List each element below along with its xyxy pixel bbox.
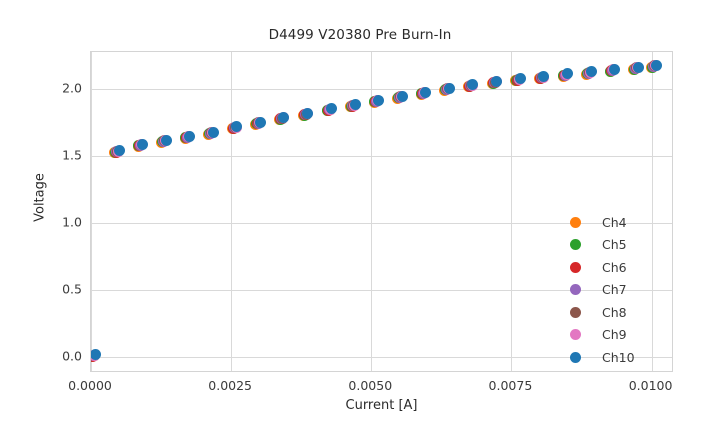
- y-axis-tick-labels: 0.0 0.5 1.0 1.5 2.0: [30, 51, 82, 372]
- legend-marker-icon: [570, 216, 581, 228]
- scatter-point: [585, 66, 597, 78]
- scatter-point: [420, 86, 432, 98]
- scatter-point: [538, 71, 550, 83]
- legend-item-ch9[interactable]: Ch9: [570, 324, 680, 347]
- gridline-vertical: [371, 52, 373, 371]
- scatter-points-layer: [91, 52, 672, 371]
- legend-marker-icon: [570, 239, 581, 251]
- scatter-point: [562, 68, 573, 80]
- scatter-point: [207, 126, 219, 138]
- chart-legend: Ch4 Ch5 Ch6 Ch7 Ch8 Ch9 Ch10: [570, 211, 680, 369]
- y-tick-label: 0.5: [62, 281, 82, 297]
- gridline-vertical: [651, 52, 653, 371]
- scatter-point: [396, 90, 408, 102]
- gridline-vertical: [91, 52, 92, 371]
- scatter-point: [609, 63, 621, 75]
- x-tick-label: 0.0000: [68, 378, 112, 393]
- scatter-point: [113, 145, 125, 157]
- scatter-point: [302, 107, 314, 119]
- y-tick-label: 2.0: [62, 80, 82, 96]
- legend-item-ch4[interactable]: Ch4: [570, 211, 680, 234]
- gridline-horizontal: [91, 290, 672, 292]
- scatter-point: [278, 111, 290, 123]
- legend-label: Ch7: [602, 282, 627, 298]
- gridline-horizontal: [91, 356, 672, 358]
- scatter-point: [491, 75, 503, 87]
- legend-marker-icon: [570, 351, 581, 363]
- y-tick-label: 0.0: [62, 348, 82, 364]
- scatter-point: [326, 103, 337, 115]
- legend-label: Ch8: [602, 304, 627, 320]
- legend-item-ch8[interactable]: Ch8: [570, 301, 680, 324]
- gridline-horizontal: [91, 89, 672, 91]
- chart-title: D4499 V20380 Pre Burn-In: [268, 27, 452, 43]
- plot-area: [90, 51, 673, 372]
- legend-label: Ch10: [602, 349, 635, 365]
- gridline-horizontal: [91, 156, 672, 158]
- x-tick-label: 0.0100: [628, 378, 673, 393]
- scatter-point: [91, 349, 101, 361]
- gridline-vertical: [511, 52, 513, 371]
- legend-marker-icon: [570, 261, 581, 273]
- legend-label: Ch6: [602, 259, 627, 275]
- legend-label: Ch4: [602, 214, 627, 230]
- legend-item-ch10[interactable]: Ch10: [570, 346, 680, 369]
- scatter-point: [231, 121, 243, 133]
- scatter-point: [650, 59, 662, 71]
- scatter-point: [184, 130, 196, 142]
- scatter-point: [137, 138, 149, 150]
- x-tick-label: 0.0075: [488, 378, 533, 393]
- scatter-point: [514, 73, 526, 85]
- legend-marker-icon: [570, 306, 581, 318]
- scatter-point: [467, 79, 479, 91]
- scatter-point: [443, 82, 455, 94]
- legend-label: Ch5: [602, 237, 627, 253]
- scatter-point: [373, 94, 385, 106]
- scatter-point: [254, 116, 266, 128]
- y-tick-label: 1.5: [62, 147, 82, 163]
- legend-item-ch6[interactable]: Ch6: [570, 256, 680, 279]
- legend-item-ch5[interactable]: Ch5: [570, 234, 680, 257]
- scatter-point: [632, 61, 644, 73]
- legend-marker-icon: [570, 284, 581, 296]
- x-tick-label: 0.0050: [348, 378, 393, 393]
- x-axis-tick-labels: 0.0000 0.0025 0.0050 0.0075 0.0100: [68, 378, 673, 398]
- scatter-point: [160, 134, 172, 146]
- x-axis-label: Current [A]: [345, 398, 418, 413]
- y-tick-label: 1.0: [62, 214, 82, 230]
- gridline-vertical: [231, 52, 233, 371]
- scatter-point: [349, 99, 361, 111]
- y-axis-label: Voltage: [32, 173, 48, 222]
- x-tick-label: 0.0025: [208, 378, 253, 393]
- legend-label: Ch9: [602, 327, 627, 343]
- gridline-horizontal: [91, 223, 672, 225]
- legend-item-ch7[interactable]: Ch7: [570, 279, 680, 302]
- legend-marker-icon: [570, 329, 581, 341]
